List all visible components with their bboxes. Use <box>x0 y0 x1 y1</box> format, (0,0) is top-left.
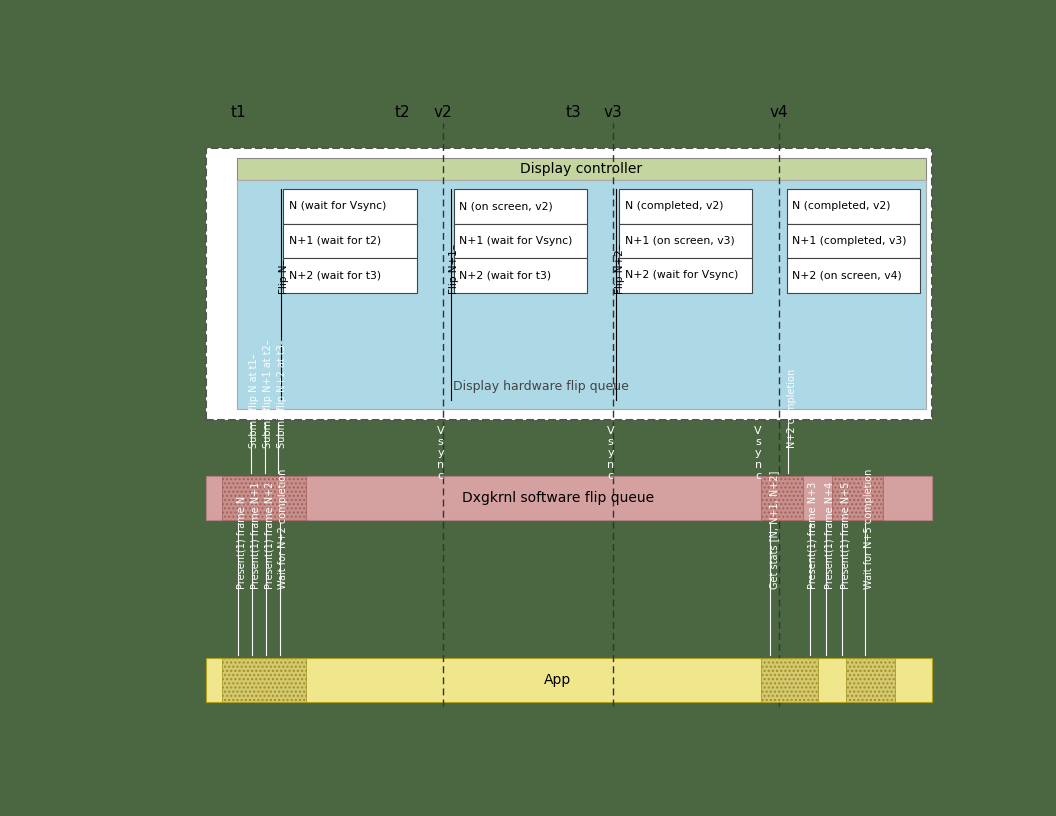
Text: V
s
y
n
c: V s y n c <box>754 426 761 481</box>
Bar <box>454 224 587 258</box>
Bar <box>206 659 932 703</box>
Text: N (completed, v2): N (completed, v2) <box>625 202 723 211</box>
Text: Submit flip N+2 at t3–: Submit flip N+2 at t3– <box>277 339 287 448</box>
Text: V
s
y
n
c: V s y n c <box>437 426 445 481</box>
Bar <box>222 477 306 520</box>
Bar <box>832 477 883 520</box>
Bar <box>787 189 920 224</box>
Text: Get stats [N, N+1, N+2]: Get stats [N, N+1, N+2] <box>769 471 778 589</box>
Text: Flip N–: Flip N– <box>279 259 289 295</box>
Text: Present(1) frame N+1: Present(1) frame N+1 <box>250 482 261 589</box>
Bar <box>787 224 920 258</box>
Bar <box>237 180 926 409</box>
Text: Present(1) frame N+3: Present(1) frame N+3 <box>808 482 818 589</box>
Text: N+1 (on screen, v3): N+1 (on screen, v3) <box>625 236 734 246</box>
Text: t3: t3 <box>566 105 582 120</box>
Text: N+2 (wait for t3): N+2 (wait for t3) <box>459 270 551 281</box>
Text: v4: v4 <box>769 105 788 120</box>
Text: Present(1) frame N: Present(1) frame N <box>237 496 247 589</box>
Text: Submit flip N+1 at t2–: Submit flip N+1 at t2– <box>263 339 272 448</box>
Bar <box>454 189 587 224</box>
Text: N+2 (wait for t3): N+2 (wait for t3) <box>289 270 381 281</box>
Text: Wait for N+2 completion: Wait for N+2 completion <box>279 469 288 589</box>
Text: N+1 (completed, v3): N+1 (completed, v3) <box>792 236 907 246</box>
Text: App: App <box>544 673 571 687</box>
Bar <box>454 258 587 293</box>
Bar <box>237 157 926 180</box>
Bar <box>787 258 920 293</box>
Text: N+2 (wait for Vsync): N+2 (wait for Vsync) <box>625 270 738 281</box>
Text: N+2 (on screen, v4): N+2 (on screen, v4) <box>792 270 902 281</box>
Bar <box>206 149 932 419</box>
Text: Flip N+1–: Flip N+1– <box>450 244 459 295</box>
Text: N+1 (wait for Vsync): N+1 (wait for Vsync) <box>459 236 572 246</box>
Text: Present(1) frame N+5: Present(1) frame N+5 <box>841 482 851 589</box>
Bar <box>760 659 817 703</box>
Bar <box>760 477 803 520</box>
Text: Dxgkrnl software flip queue: Dxgkrnl software flip queue <box>461 491 654 505</box>
Text: Wait for N+5 completion: Wait for N+5 completion <box>864 469 873 589</box>
Text: Display hardware flip queue: Display hardware flip queue <box>453 380 629 393</box>
Bar <box>846 659 894 703</box>
Text: N (wait for Vsync): N (wait for Vsync) <box>289 202 386 211</box>
Bar <box>619 258 752 293</box>
Text: v3: v3 <box>604 105 623 120</box>
Text: Submit flip N at t1–: Submit flip N at t1– <box>249 353 259 448</box>
Bar <box>206 477 932 520</box>
Bar <box>619 224 752 258</box>
Text: N (completed, v2): N (completed, v2) <box>792 202 891 211</box>
Text: Display controller: Display controller <box>521 162 642 175</box>
Text: Present(1) frame N+4: Present(1) frame N+4 <box>825 482 834 589</box>
Text: Flip N+2–: Flip N+2– <box>615 244 625 295</box>
Bar <box>283 258 417 293</box>
Bar <box>283 224 417 258</box>
Text: N+2 completion: N+2 completion <box>787 369 796 448</box>
Bar <box>283 189 417 224</box>
Text: N (on screen, v2): N (on screen, v2) <box>459 202 553 211</box>
Text: t2: t2 <box>394 105 410 120</box>
Text: V
s
y
n
c: V s y n c <box>607 426 615 481</box>
Text: Present(1) frame N+2: Present(1) frame N+2 <box>264 482 275 589</box>
Text: v2: v2 <box>434 105 452 120</box>
Text: N+1 (wait for t2): N+1 (wait for t2) <box>289 236 381 246</box>
Bar <box>619 189 752 224</box>
Bar <box>222 659 306 703</box>
Text: t1: t1 <box>230 105 246 120</box>
